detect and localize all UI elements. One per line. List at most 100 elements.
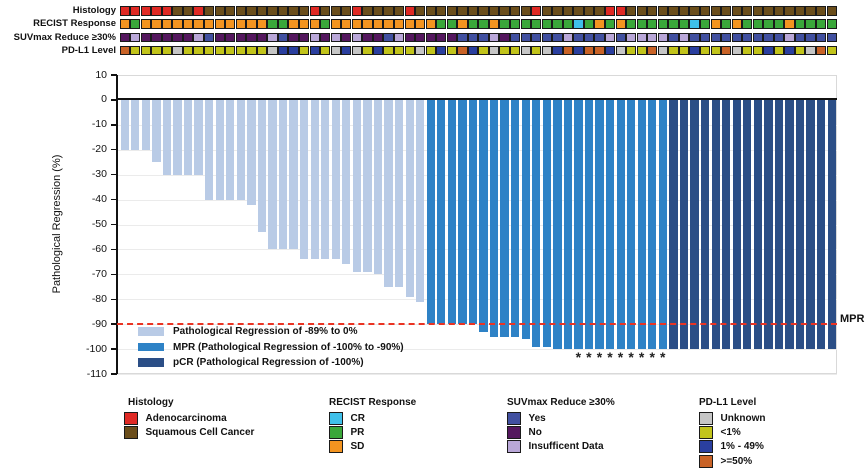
patient-regression-bar <box>321 99 330 260</box>
annotation-square <box>288 45 299 56</box>
annotation-square <box>404 32 415 43</box>
annotation-square <box>372 19 384 29</box>
track-label: RECIST Response <box>33 18 116 30</box>
annotation-square <box>193 19 204 29</box>
annotation-square <box>636 45 647 56</box>
annotation-square <box>583 6 595 16</box>
annotation-square <box>794 6 806 16</box>
annotation-square <box>488 45 500 56</box>
y-axis-tick <box>111 223 117 226</box>
patient-regression-bar <box>605 99 615 350</box>
annotation-square <box>689 45 700 56</box>
patient-regression-bar <box>183 99 193 175</box>
patient-regression-bar <box>352 99 362 272</box>
patient-regression-bar <box>669 99 678 350</box>
annotation-square <box>425 19 436 29</box>
annotation-square <box>562 19 574 29</box>
annotation-square <box>816 45 827 56</box>
legend-item-label: No <box>528 426 542 438</box>
annotation-square <box>668 6 679 16</box>
annotation-square <box>446 45 457 56</box>
patient-regression-bar <box>532 99 541 347</box>
annotation-square <box>436 6 447 16</box>
patient-regression-bar <box>215 99 224 200</box>
annotation-square <box>784 6 795 16</box>
annotation-square <box>436 19 447 29</box>
annotation-square <box>805 32 816 43</box>
annotation-square <box>510 45 521 56</box>
annotation-square <box>383 6 394 16</box>
bar-legend-swatch <box>138 342 164 352</box>
annotation-square <box>214 6 225 16</box>
annotation-square <box>467 32 479 43</box>
annotation-square <box>425 45 436 56</box>
annotation-square <box>415 45 426 56</box>
annotation-square <box>805 6 816 16</box>
annotation-square <box>267 45 278 56</box>
y-axis-tick-label: -90 <box>91 317 107 330</box>
legend-swatch <box>699 440 713 454</box>
annotation-square <box>731 45 742 56</box>
patient-regression-bar <box>542 99 551 347</box>
y-axis-tick <box>111 173 117 176</box>
annotation-square <box>235 19 246 29</box>
annotation-square <box>193 32 204 43</box>
annotation-square <box>446 6 457 16</box>
patient-regression-bar <box>310 99 319 260</box>
y-axis-line <box>116 75 118 374</box>
patient-regression-bar <box>795 99 805 350</box>
y-axis-tick-label: -20 <box>91 143 107 156</box>
annotation-square <box>604 45 616 56</box>
annotation-square <box>172 6 183 16</box>
legend-title: SUVmax Reduce ≥30% <box>507 397 615 408</box>
annotation-square <box>657 19 669 29</box>
legend-title: Histology <box>128 397 174 408</box>
annotation-square <box>383 45 394 56</box>
annotation-square <box>510 6 521 16</box>
gridline <box>117 374 837 375</box>
annotation-square <box>446 19 457 29</box>
annotation-square <box>499 19 510 29</box>
annotation-square <box>225 32 236 43</box>
y-axis-tick <box>111 149 117 151</box>
annotation-square <box>636 19 647 29</box>
patient-regression-bar <box>658 99 668 350</box>
legend-swatch <box>507 440 521 454</box>
y-axis-tick <box>111 99 117 101</box>
y-axis-tick-label: -80 <box>91 292 107 305</box>
legend-item: PR <box>329 425 364 439</box>
patient-regression-bar <box>152 99 161 163</box>
patient-regression-bar <box>173 99 182 175</box>
annotation-square <box>805 19 816 29</box>
legend-swatch <box>329 425 343 439</box>
annotation-square <box>277 6 289 16</box>
annotation-square <box>193 45 204 56</box>
patient-regression-bar <box>764 99 773 350</box>
annotation-square <box>436 45 447 56</box>
annotation-square <box>140 6 151 16</box>
patient-regression-bar <box>648 99 657 350</box>
annotation-square <box>330 32 341 43</box>
annotation-square <box>351 6 363 16</box>
bar-legend-label: MPR (Pathological Regression of -100% to… <box>173 341 404 353</box>
annotation-square <box>531 19 542 29</box>
patient-regression-bar <box>732 99 741 350</box>
annotation-square <box>499 32 510 43</box>
annotation-square <box>773 6 785 16</box>
annotation-square <box>552 19 563 29</box>
annotation-square <box>161 45 173 56</box>
annotation-square <box>425 6 436 16</box>
patient-regression-bar <box>437 99 446 325</box>
annotation-square <box>161 32 173 43</box>
y-axis-tick <box>111 373 117 375</box>
annotation-square <box>225 6 236 16</box>
annotation-square <box>541 19 552 29</box>
annotation-square <box>256 32 268 43</box>
annotation-square <box>773 45 785 56</box>
patient-regression-bar <box>616 99 625 350</box>
annotation-square <box>615 45 626 56</box>
annotation-square <box>130 45 141 56</box>
y-axis-tick-label: 0 <box>101 93 107 106</box>
annotation-square <box>805 45 816 56</box>
